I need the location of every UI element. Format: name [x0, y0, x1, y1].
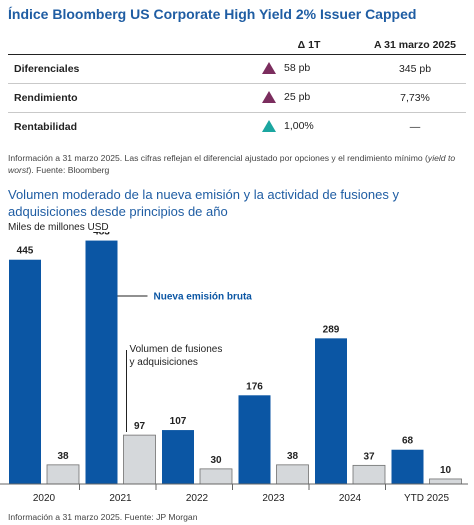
note-text-end: ). Fuente: Bloomberg: [28, 165, 110, 175]
x-tick-label: YTD 2025: [404, 493, 449, 504]
chart-source-note: Información a 31 marzo 2025. Fuente: JP …: [8, 512, 198, 522]
table-header-row: Δ 1T A 31 marzo 2025: [8, 36, 466, 55]
data-label: 97: [134, 421, 146, 432]
data-label: 68: [402, 436, 414, 447]
row-change: 58 pb: [254, 54, 364, 84]
header-label: [8, 36, 254, 55]
x-tick-label: 2023: [262, 493, 285, 504]
bar-new-issuance: [85, 240, 118, 484]
data-label: 37: [363, 451, 375, 462]
x-tick-label: 2024: [339, 493, 362, 504]
bar-new-issuance: [315, 338, 347, 484]
bar-mna-volume: [199, 468, 233, 485]
bar-new-issuance: [391, 449, 424, 484]
row-change-value: 1,00%: [284, 119, 314, 132]
table-source-note: Información a 31 marzo 2025. Las cifras …: [8, 152, 466, 176]
data-label: 445: [17, 246, 34, 257]
table-title: Índice Bloomberg US Corporate High Yield…: [8, 6, 417, 22]
row-change-value: 58 pb: [284, 61, 311, 74]
bar-chart: 445 38 2020 483 97 2021 107 30 2022 176 38 2023 289 3…: [0, 232, 468, 504]
row-label: Rendimiento: [8, 83, 254, 113]
row-change-value: 25 pb: [284, 90, 311, 103]
y-axis-unit-label: Miles de millones USD: [8, 222, 109, 233]
bar-new-issuance: [9, 259, 41, 484]
bar-mna-volume: [276, 464, 309, 485]
x-tick-label: 2020: [33, 493, 56, 504]
annotation-mna-volume: y adquisiciones: [130, 357, 198, 368]
data-label: 10: [440, 465, 452, 476]
bar-mna-volume: [352, 464, 386, 485]
x-tick-label: 2022: [186, 493, 209, 504]
note-italic: yield to worst: [8, 153, 456, 175]
high-yield-table: Δ 1T A 31 marzo 2025 Diferenciales 58 pb…: [8, 36, 466, 141]
annotation-mna-volume: Volumen de fusiones: [130, 344, 223, 355]
row-label: Rentabilidad: [14, 121, 78, 133]
triangle-up-purple-icon: [262, 90, 276, 103]
header-change: Δ 1T: [254, 36, 364, 55]
triangle-up-purple-icon: [262, 61, 276, 74]
chart-title: Volumen moderado de la nueva emisión y l…: [8, 187, 399, 219]
data-label: 483: [93, 232, 110, 238]
table-row: Rendimiento 25 pb 7,73%: [8, 83, 466, 113]
table-row: Rentabilidad 1,00% —: [8, 113, 466, 142]
data-label: 38: [57, 451, 69, 462]
row-change: 1,00%: [254, 113, 364, 142]
row-value: 7,73%: [364, 83, 466, 113]
bar-new-issuance: [238, 395, 271, 484]
note-text: Información a 31 marzo 2025. Las cifras …: [8, 153, 428, 163]
bar-mna-volume: [429, 478, 462, 485]
header-value: A 31 marzo 2025: [364, 36, 466, 55]
data-label: 30: [210, 455, 222, 466]
row-label: Diferenciales: [8, 54, 254, 84]
annotation-new-issuance: Nueva emisión bruta: [154, 292, 253, 303]
row-change: 25 pb: [254, 83, 364, 113]
bar-mna-volume: [123, 434, 156, 485]
row-value: 345 pb: [364, 54, 466, 84]
bar-mna-volume: [46, 464, 80, 485]
data-label: 289: [323, 324, 340, 335]
row-value: —: [409, 121, 421, 133]
x-tick-label: 2021: [109, 493, 132, 504]
data-label: 176: [246, 381, 263, 392]
data-label: 107: [170, 416, 187, 427]
data-label: 38: [287, 451, 299, 462]
bar-new-issuance: [162, 430, 194, 484]
table-row: Diferenciales 58 pb 345 pb: [8, 54, 466, 84]
triangle-up-teal-icon: [262, 119, 276, 132]
